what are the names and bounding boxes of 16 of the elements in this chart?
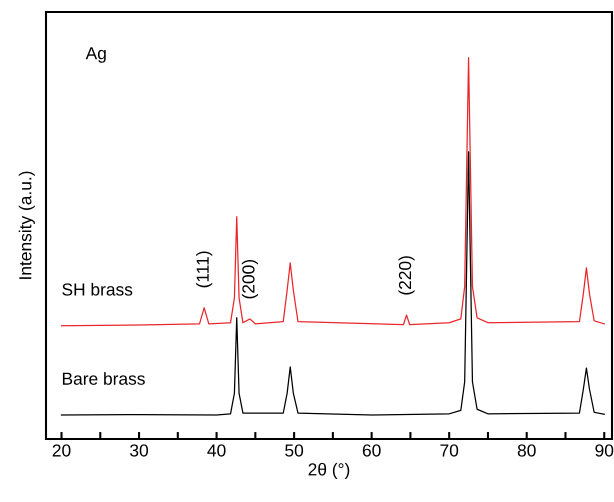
annotation: Ag bbox=[86, 47, 106, 63]
annotation: (220) bbox=[398, 256, 415, 295]
x-axis-title: 2θ (°) bbox=[308, 462, 350, 479]
x-tick-label: 60 bbox=[362, 444, 381, 457]
y-axis-title: Intensity (a.u.) bbox=[18, 172, 35, 279]
x-tick-label: 70 bbox=[440, 444, 458, 457]
series-label: Bare brass bbox=[62, 372, 145, 385]
x-tick-label: 20 bbox=[52, 444, 70, 457]
annotation: (200) bbox=[242, 260, 258, 298]
annotation: (111) bbox=[196, 252, 212, 288]
series-label: SH brass bbox=[62, 282, 132, 296]
x-tick-label: 40 bbox=[207, 444, 226, 457]
x-tick-label: 30 bbox=[130, 444, 148, 457]
x-tick-label: 80 bbox=[518, 444, 536, 457]
x-tick-label: 50 bbox=[285, 444, 304, 457]
x-tick-label: 90 bbox=[595, 444, 614, 457]
